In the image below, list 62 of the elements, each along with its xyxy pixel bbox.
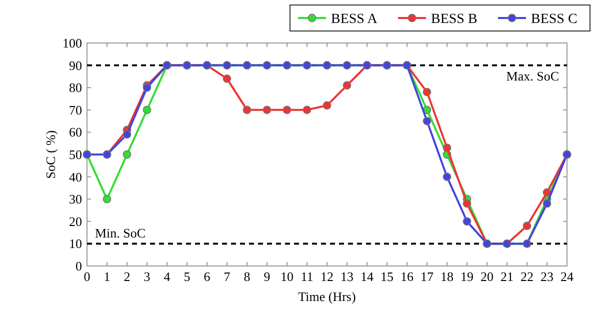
y-tick-label: 60: [69, 124, 82, 140]
y-tick-label: 90: [69, 58, 82, 73]
ref-line-label: Min. SoC: [95, 226, 146, 241]
point: [122, 130, 132, 139]
point: [122, 150, 132, 159]
point: [322, 101, 332, 110]
x-tick-label: 21: [500, 269, 514, 284]
point: [342, 81, 352, 90]
point: [442, 172, 452, 181]
x-tick-label: 14: [360, 269, 374, 284]
x-tick-label: 12: [320, 269, 334, 284]
y-tick-label: 70: [69, 102, 82, 118]
y-tick-label: 40: [69, 169, 82, 184]
x-tick-label: 2: [124, 269, 130, 284]
x-tick-label: 11: [300, 269, 314, 284]
y-tick-label: 0: [76, 258, 82, 274]
x-tick-label: 3: [144, 269, 150, 284]
legend-label: BESS A: [331, 12, 378, 27]
x-tick-label: 17: [420, 269, 434, 284]
y-axis-title: SoC ( %): [43, 130, 58, 179]
x-tick-label: 6: [204, 269, 211, 284]
point: [462, 199, 472, 208]
y-tick-label: 30: [69, 192, 82, 207]
x-tick-label: 4: [164, 269, 171, 284]
y-tick-label: 50: [69, 147, 82, 162]
x-tick-label: 16: [400, 269, 414, 284]
point: [242, 106, 252, 114]
legend-label: BESS B: [431, 12, 478, 27]
x-tick-label: 5: [184, 269, 190, 284]
x-tick-label: 13: [340, 269, 354, 284]
x-tick-label: 22: [520, 269, 534, 284]
point: [302, 106, 312, 114]
x-tick-label: 8: [244, 269, 250, 284]
x-tick-label: 20: [480, 269, 494, 284]
point: [102, 194, 112, 204]
x-tick-label: 9: [264, 269, 270, 284]
legend-label: BESS C: [531, 12, 578, 27]
ref-line-label: Max. SoC: [506, 68, 559, 84]
y-tick-label: 100: [62, 36, 82, 50]
point: [422, 116, 432, 126]
x-tick-label: 18: [440, 269, 454, 284]
point: [142, 106, 152, 114]
point: [442, 144, 452, 152]
x-tick-label: 7: [224, 269, 231, 284]
x-tick-label: 19: [460, 269, 474, 284]
y-tick-label: 20: [69, 214, 82, 229]
point: [542, 199, 552, 208]
x-tick-label: 1: [104, 269, 110, 284]
point: [222, 74, 232, 83]
x-tick-label: 15: [380, 269, 394, 284]
y-tick-label: 80: [69, 80, 82, 96]
x-tick-label: 24: [560, 269, 574, 284]
point: [542, 188, 552, 197]
y-tick-label: 10: [69, 236, 82, 252]
x-axis-title: Time (Hrs): [298, 289, 356, 304]
point: [262, 106, 272, 114]
point: [522, 222, 532, 230]
x-tick-label: 23: [540, 269, 554, 284]
point: [422, 88, 432, 96]
point: [282, 106, 292, 114]
point: [462, 217, 472, 226]
x-tick-label: 10: [280, 269, 294, 284]
